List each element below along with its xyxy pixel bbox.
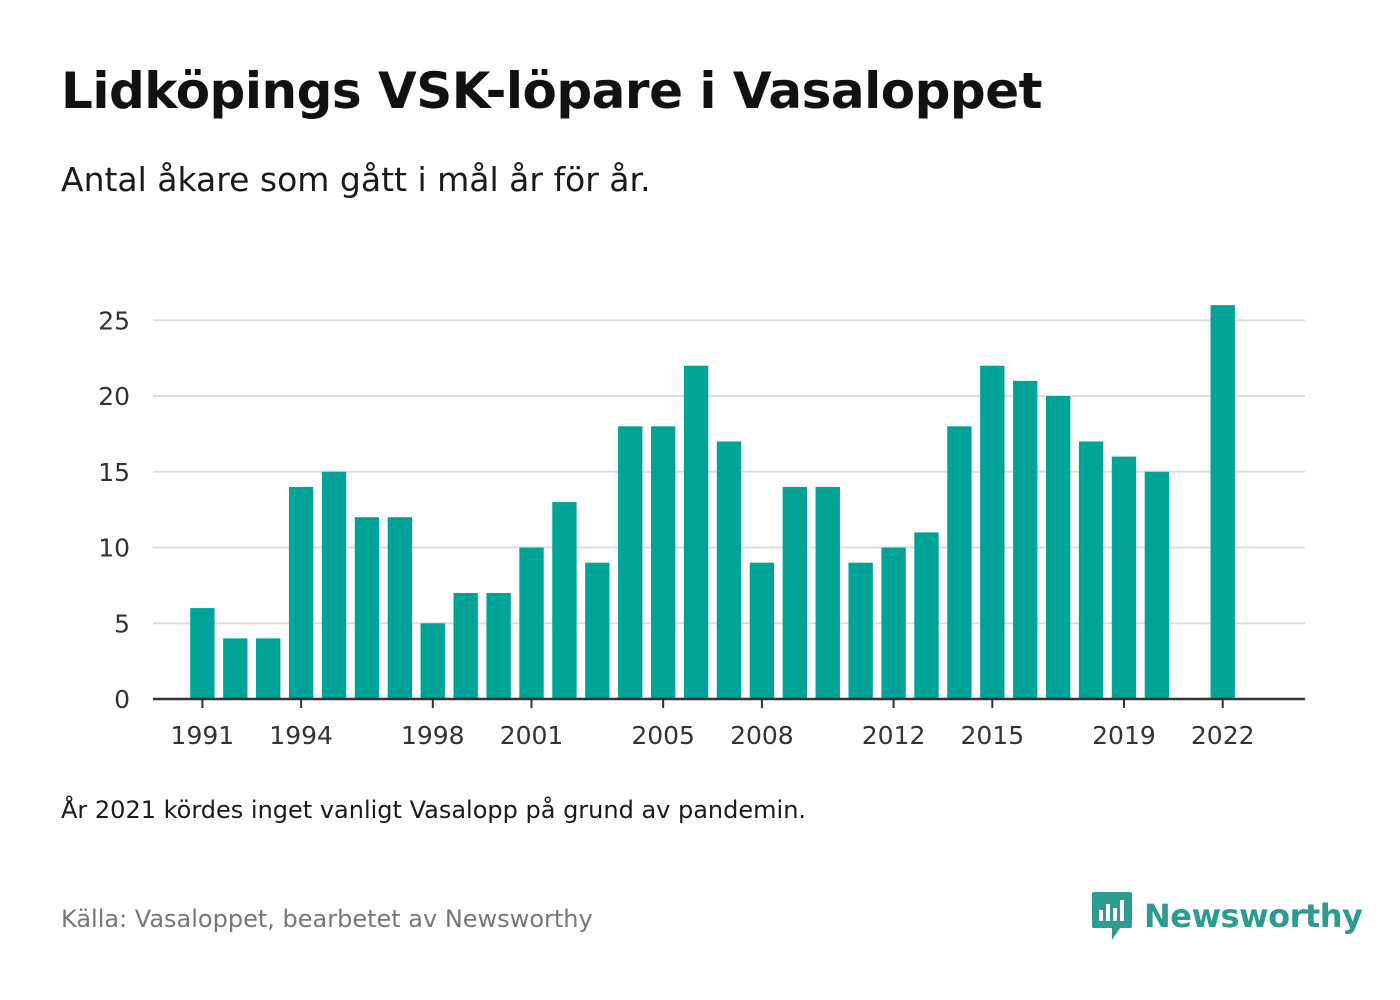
bar-1994 xyxy=(288,486,314,699)
newsworthy-logo-icon xyxy=(1092,892,1132,940)
bar-2018 xyxy=(1078,441,1104,699)
x-tick-label: 1991 xyxy=(171,721,235,750)
bar-2012 xyxy=(881,547,906,699)
bar-1992 xyxy=(223,638,248,699)
x-tick-label: 1998 xyxy=(401,721,465,750)
bar-2011 xyxy=(848,562,873,699)
x-tick-label: 2022 xyxy=(1191,721,1255,750)
x-tick-label: 2005 xyxy=(631,721,695,750)
source-text: Källa: Vasaloppet, bearbetet av Newswort… xyxy=(61,905,593,933)
x-tick-label: 2012 xyxy=(862,721,926,750)
bar-chart: 0 5 10 15 20 25 1991 1994 1998 2001 2005 2008 2012 2… xyxy=(98,305,1305,750)
y-tick-label: 25 xyxy=(98,306,130,335)
bar-2004 xyxy=(618,426,643,699)
bar-1996 xyxy=(354,517,380,699)
bar-1995 xyxy=(321,471,347,699)
bar-2005 xyxy=(650,426,676,699)
bar-2003 xyxy=(585,562,610,699)
x-tick-label: 2019 xyxy=(1092,721,1156,750)
y-tick-label: 15 xyxy=(98,458,130,487)
bar-2020 xyxy=(1144,471,1170,699)
bar-1998 xyxy=(420,623,445,699)
x-tick-label: 1994 xyxy=(269,721,333,750)
bar-1991 xyxy=(190,608,215,699)
chart-subtitle: Antal åkare som gått i mål år för år. xyxy=(61,160,651,199)
brand-name: Newsworthy xyxy=(1144,897,1363,935)
bar-2000 xyxy=(486,592,511,699)
bar-1997 xyxy=(387,517,413,699)
bar-2006 xyxy=(683,365,709,699)
chart-note: År 2021 kördes inget vanligt Vasalopp på… xyxy=(61,796,807,824)
bar-2014 xyxy=(947,426,972,699)
bar-2017 xyxy=(1045,396,1071,699)
bar-1999 xyxy=(453,592,478,699)
y-tick-label: 5 xyxy=(114,609,130,638)
x-tick-label: 2015 xyxy=(961,721,1025,750)
y-tick-label: 10 xyxy=(98,534,130,563)
y-axis-ticks: 0 5 10 15 20 25 xyxy=(98,306,130,714)
y-tick-label: 0 xyxy=(114,685,130,714)
bar-1993 xyxy=(256,638,281,699)
bar-2015 xyxy=(980,365,1005,699)
bar-2002 xyxy=(552,502,577,699)
bar-2007 xyxy=(716,441,742,699)
x-tick-label: 2001 xyxy=(500,721,564,750)
bar-2019 xyxy=(1111,456,1137,699)
bar-2016 xyxy=(1013,380,1038,699)
y-tick-label: 20 xyxy=(98,382,130,411)
bar-2022 xyxy=(1210,305,1235,699)
bars xyxy=(190,305,1235,699)
x-axis-ticks: 1991 1994 1998 2001 2005 2008 2012 2015 2019 2022 xyxy=(171,699,1255,750)
bar-2013 xyxy=(914,532,939,699)
bar-2001 xyxy=(519,547,544,699)
bar-2010 xyxy=(815,486,840,699)
newsworthy-logo: Newsworthy xyxy=(1090,890,1363,942)
bar-2009 xyxy=(782,486,808,699)
bar-2008 xyxy=(749,562,775,699)
x-tick-label: 2008 xyxy=(730,721,794,750)
chart-title: Lidköpings VSK-löpare i Vasaloppet xyxy=(61,62,1043,120)
